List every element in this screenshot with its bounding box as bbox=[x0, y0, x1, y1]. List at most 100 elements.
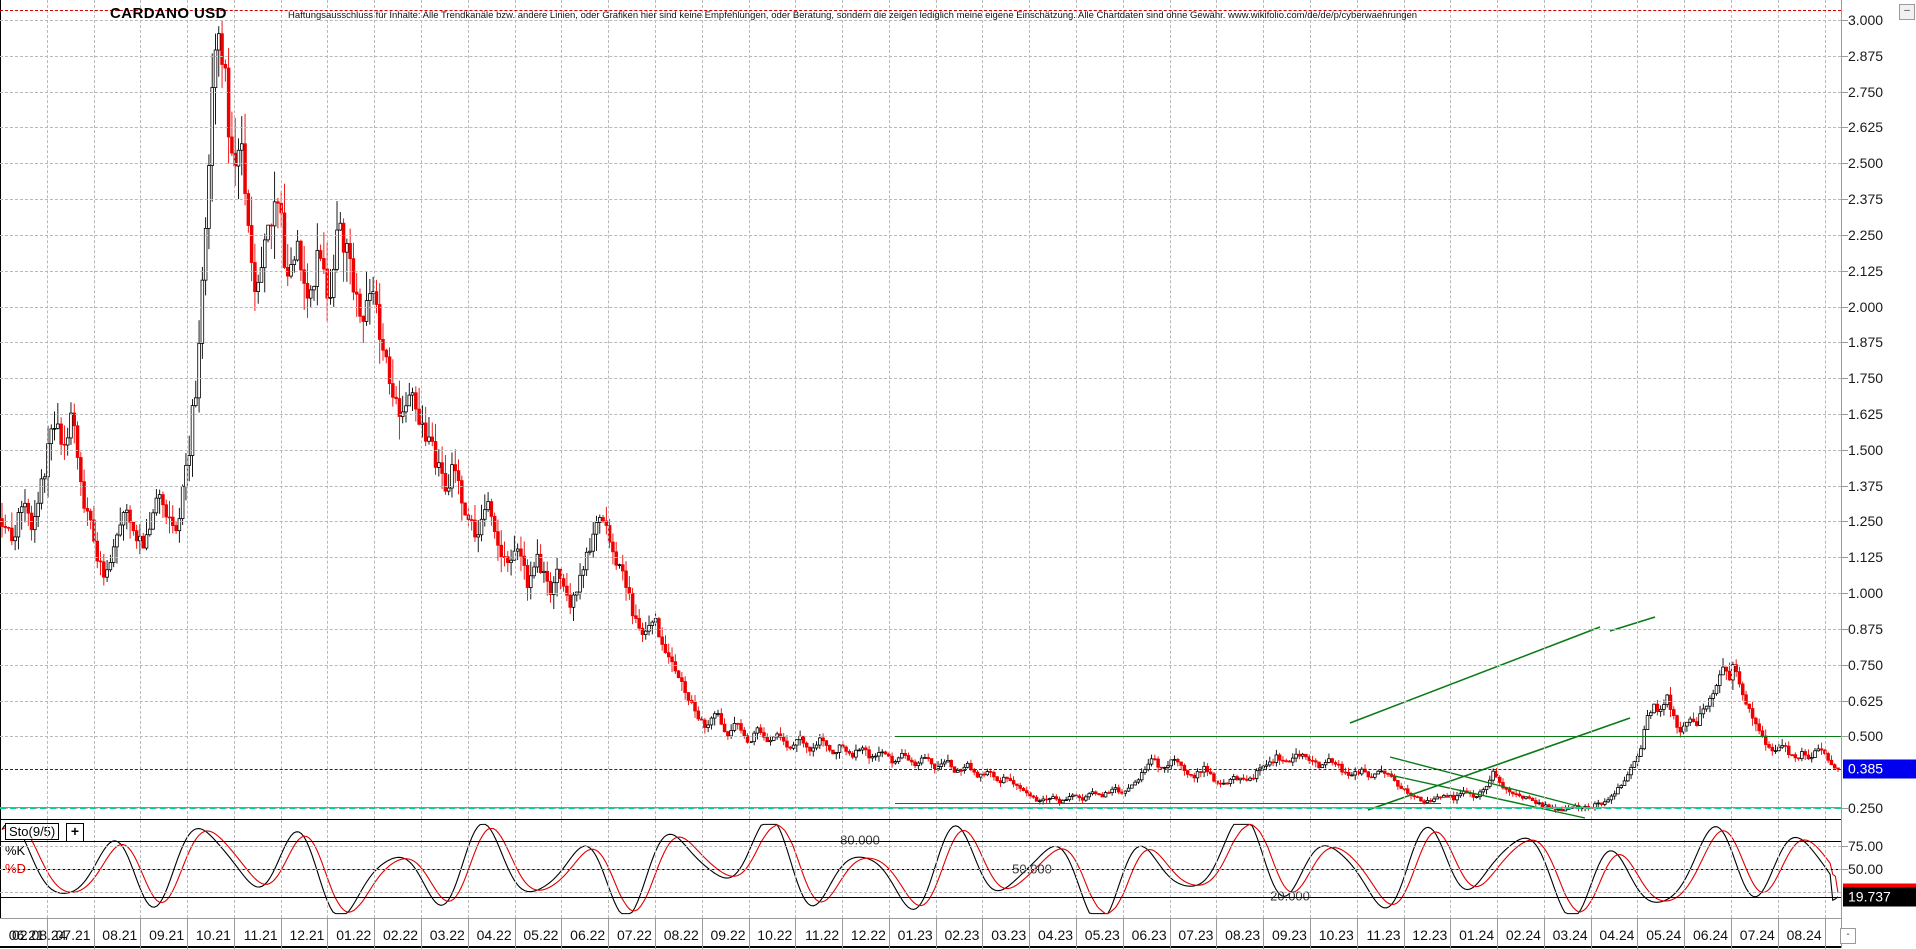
y-axis-tick-label: 2.500 bbox=[1842, 155, 1883, 171]
indicator-expand-icon[interactable]: + bbox=[66, 823, 84, 842]
x-axis-dash-icon[interactable]: - bbox=[1840, 928, 1856, 944]
x-tick-separator bbox=[1590, 919, 1592, 949]
page-title: CARDANO USD bbox=[110, 5, 227, 22]
x-axis-tick-label: 12.22 bbox=[850, 927, 886, 943]
stochastic-pane[interactable]: Sto(9/5) + %K %D 80.000 50.000 20.000 bbox=[0, 820, 1841, 918]
stochastic-level-line bbox=[0, 841, 1841, 843]
y-axis-tick-mark bbox=[1842, 342, 1848, 344]
y-axis-tick-mark bbox=[1842, 449, 1848, 451]
price-gridline bbox=[0, 414, 1841, 415]
y-axis-tick-label: 2.625 bbox=[1842, 119, 1883, 135]
time-gridline bbox=[654, 0, 656, 819]
indicator-d-label: %D bbox=[5, 861, 26, 876]
x-tick-separator bbox=[888, 919, 890, 949]
y-axis-tick-mark bbox=[1842, 557, 1848, 559]
time-gridline bbox=[1122, 0, 1124, 819]
time-gridline bbox=[561, 0, 563, 819]
price-gridline bbox=[0, 521, 1841, 523]
indicator-name-tag[interactable]: Sto(9/5) bbox=[5, 823, 60, 840]
y-axis-tick-mark bbox=[1842, 485, 1848, 487]
time-gridline bbox=[1637, 0, 1639, 819]
x-tick-separator bbox=[46, 919, 48, 949]
price-gridline bbox=[0, 91, 1841, 93]
top-dashed-red-line bbox=[0, 10, 1841, 11]
x-axis-tick-label: 08.22 bbox=[663, 927, 699, 943]
x-tick-separator bbox=[1497, 919, 1499, 949]
price-chart-pane[interactable] bbox=[0, 0, 1841, 820]
stochastic-level-line bbox=[0, 869, 1841, 870]
time-gridline bbox=[1684, 0, 1686, 819]
x-tick-separator bbox=[1263, 919, 1265, 949]
y-axis-tick-mark bbox=[1842, 736, 1848, 738]
y-axis-tick-mark bbox=[1842, 20, 1848, 21]
collapse-icon[interactable]: – bbox=[1899, 4, 1915, 20]
time-gridline bbox=[187, 0, 189, 819]
time-gridline bbox=[467, 0, 469, 819]
x-tick-separator bbox=[701, 919, 703, 949]
x-tick-separator bbox=[1216, 919, 1218, 949]
pane-left-border bbox=[0, 0, 1, 819]
time-gridline bbox=[1356, 0, 1358, 819]
x-axis-tick-label: 04.22 bbox=[476, 927, 512, 943]
x-tick-separator bbox=[327, 919, 329, 949]
indicator-k-label: %K bbox=[5, 843, 26, 858]
y-axis-tick-label: 3.000 bbox=[1842, 12, 1883, 28]
time-gridline bbox=[1543, 0, 1545, 819]
x-tick-separator bbox=[1403, 919, 1405, 949]
x-axis-tick-label: 02.22 bbox=[383, 927, 419, 943]
price-gridline bbox=[0, 127, 1841, 129]
x-axis-tick-label: 09.21 bbox=[149, 927, 185, 943]
y-axis-tick-label: 1.750 bbox=[1842, 370, 1883, 386]
x-tick-separator bbox=[1450, 919, 1452, 949]
price-gridline bbox=[0, 234, 1841, 236]
y-axis-tick-label: 2.750 bbox=[1842, 84, 1883, 100]
support-line-left bbox=[895, 803, 1311, 805]
y-axis-tick-label: 1.000 bbox=[1842, 585, 1883, 601]
x-axis-tick-label: 10.23 bbox=[1318, 927, 1354, 943]
y-axis-tick-label: 2.125 bbox=[1842, 263, 1883, 279]
x-tick-separator bbox=[280, 919, 282, 949]
y-axis-labels[interactable]: – 3.000 2.875 2.750 2.625 2.500 2.375 2.250 2.1… bbox=[1841, 0, 1916, 948]
indicator-level-80-label: 80.000 bbox=[840, 832, 880, 848]
y-axis-tick-label: 0.625 bbox=[1842, 693, 1883, 709]
x-axis-tick-label: 07.21 bbox=[55, 927, 91, 943]
time-gridline bbox=[421, 0, 423, 819]
x-axis-tick-label: 02.24 bbox=[1505, 927, 1541, 943]
x-tick-separator bbox=[1543, 919, 1545, 949]
x-axis-tick-label: 07.23 bbox=[1178, 927, 1214, 943]
lower-gray-line bbox=[0, 807, 1841, 809]
time-gridline bbox=[1169, 0, 1171, 819]
y-axis-tick-label: 1.250 bbox=[1842, 513, 1883, 529]
x-axis-tick-label: 11.21 bbox=[243, 927, 278, 943]
y-axis-tick-label: 0.875 bbox=[1842, 621, 1883, 637]
x-tick-separator bbox=[1122, 919, 1124, 949]
x-axis-tick-label: 04.24 bbox=[1599, 927, 1635, 943]
x-tick-separator bbox=[93, 919, 95, 949]
indicator-axis-tick-label: 50.00 bbox=[1842, 861, 1883, 877]
x-tick-separator bbox=[467, 919, 469, 949]
y-axis-tick-mark bbox=[1842, 163, 1848, 165]
y-axis-tick-mark bbox=[1842, 700, 1848, 702]
price-gridline bbox=[0, 664, 1841, 666]
disclaimer-text: Haftungsausschluss für Inhalte: Alle Tre… bbox=[288, 10, 1418, 21]
y-axis-tick-mark bbox=[1842, 91, 1848, 93]
time-gridline bbox=[140, 0, 142, 819]
x-tick-separator bbox=[748, 919, 750, 949]
x-axis-tick-label: 06.23 bbox=[1131, 927, 1167, 943]
x-tick-separator bbox=[1731, 919, 1733, 949]
time-gridline bbox=[1403, 0, 1405, 819]
price-gridline bbox=[0, 485, 1841, 487]
y-axis-tick-label: 1.125 bbox=[1842, 549, 1883, 565]
indicator-axis-tick-mark bbox=[1842, 846, 1848, 847]
y-axis-tick-mark bbox=[1842, 234, 1848, 236]
indicator-axis-tick-label: 75.00 bbox=[1842, 838, 1883, 854]
x-axis-tick-label: 05.22 bbox=[523, 927, 559, 943]
x-axis[interactable]: 06.21 07.21 08.21 09.21 10.21 11.21 12.21 01.22… bbox=[0, 918, 1841, 949]
price-gridline bbox=[0, 557, 1841, 559]
x-tick-separator bbox=[561, 919, 563, 949]
time-gridline bbox=[888, 0, 890, 819]
y-axis-tick-label: 2.000 bbox=[1842, 299, 1883, 315]
x-tick-separator bbox=[1076, 919, 1078, 949]
stochastic-gridline bbox=[0, 846, 1841, 847]
time-gridline bbox=[1450, 0, 1452, 819]
